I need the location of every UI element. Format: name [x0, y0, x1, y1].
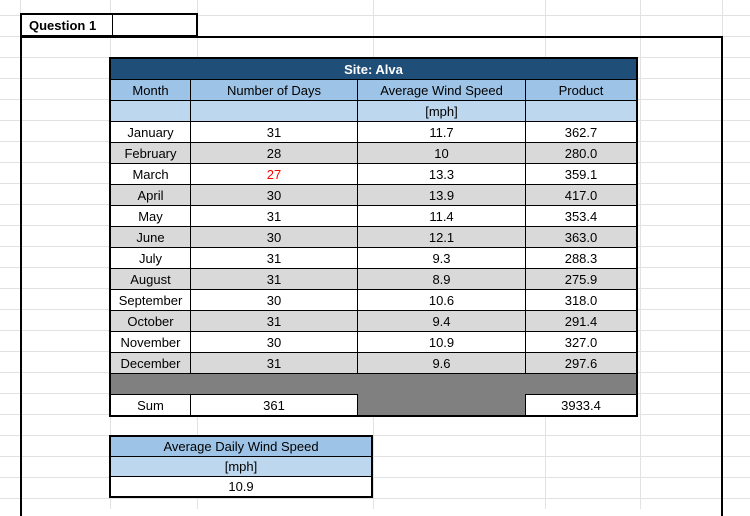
- cell-month[interactable]: July: [111, 248, 191, 269]
- question-label-box[interactable]: Question 1: [20, 13, 198, 37]
- cell-month[interactable]: May: [111, 206, 191, 227]
- cell-days[interactable]: 31: [191, 248, 358, 269]
- average-wind-speed-table: Average Daily Wind Speed [mph] 10.9: [109, 435, 373, 498]
- month-rows-body: January 31 11.7 362.7 February 28 10 280…: [111, 122, 636, 374]
- grid-vline: [640, 0, 641, 509]
- sum-product-cell[interactable]: 3933.4: [526, 394, 636, 415]
- month-data-row: May 31 11.4 353.4: [111, 206, 636, 227]
- spacer-row: [111, 374, 636, 394]
- cell-month[interactable]: November: [111, 332, 191, 353]
- cell-month[interactable]: September: [111, 290, 191, 311]
- cell-wind[interactable]: 9.3: [358, 248, 526, 269]
- month-data-row: June 30 12.1 363.0: [111, 227, 636, 248]
- column-header-row: Month Number of Days Average Wind Speed …: [111, 80, 636, 101]
- sum-days-cell[interactable]: 361: [191, 394, 358, 415]
- cell-wind[interactable]: 13.3: [358, 164, 526, 185]
- cell-month[interactable]: December: [111, 353, 191, 374]
- grid-vline: [722, 0, 723, 509]
- month-data-row: March 27 13.3 359.1: [111, 164, 636, 185]
- cell-month[interactable]: January: [111, 122, 191, 143]
- sum-row: Sum 361 3933.4: [111, 394, 636, 415]
- grid-vline: [20, 0, 21, 509]
- cell-days[interactable]: 30: [191, 185, 358, 206]
- cell-days[interactable]: 28: [191, 143, 358, 164]
- cell-days[interactable]: 31: [191, 122, 358, 143]
- cell-product[interactable]: 297.6: [526, 353, 636, 374]
- site-title-cell[interactable]: Site: Alva: [111, 59, 636, 80]
- units-cell-product[interactable]: [526, 101, 636, 122]
- column-header-product[interactable]: Product: [526, 80, 636, 101]
- site-table: Site: Alva Month Number of Days Average …: [109, 57, 638, 417]
- cell-product[interactable]: 280.0: [526, 143, 636, 164]
- month-data-row: July 31 9.3 288.3: [111, 248, 636, 269]
- cell-product[interactable]: 363.0: [526, 227, 636, 248]
- cell-product[interactable]: 288.3: [526, 248, 636, 269]
- column-header-wind[interactable]: Average Wind Speed: [358, 80, 526, 101]
- site-title-row: Site: Alva: [111, 59, 636, 80]
- cell-product[interactable]: 359.1: [526, 164, 636, 185]
- month-data-row: November 30 10.9 327.0: [111, 332, 636, 353]
- month-data-row: September 30 10.6 318.0: [111, 290, 636, 311]
- cell-days[interactable]: 27: [191, 164, 358, 185]
- cell-wind[interactable]: 12.1: [358, 227, 526, 248]
- sum-gray-cell: [358, 394, 526, 415]
- cell-month[interactable]: February: [111, 143, 191, 164]
- cell-wind[interactable]: 9.4: [358, 311, 526, 332]
- cell-product[interactable]: 291.4: [526, 311, 636, 332]
- average-units-cell[interactable]: [mph]: [111, 457, 371, 477]
- cell-wind[interactable]: 11.7: [358, 122, 526, 143]
- cell-product[interactable]: 318.0: [526, 290, 636, 311]
- cell-month[interactable]: August: [111, 269, 191, 290]
- sum-label-cell[interactable]: Sum: [111, 394, 191, 415]
- average-value-cell[interactable]: 10.9: [111, 477, 371, 496]
- cell-month[interactable]: October: [111, 311, 191, 332]
- cell-days[interactable]: 30: [191, 290, 358, 311]
- column-header-month[interactable]: Month: [111, 80, 191, 101]
- column-header-days[interactable]: Number of Days: [191, 80, 358, 101]
- cell-product[interactable]: 362.7: [526, 122, 636, 143]
- cell-wind[interactable]: 10.6: [358, 290, 526, 311]
- month-data-row: August 31 8.9 275.9: [111, 269, 636, 290]
- cell-wind[interactable]: 9.6: [358, 353, 526, 374]
- cell-product[interactable]: 417.0: [526, 185, 636, 206]
- units-row: [mph]: [111, 101, 636, 122]
- cell-days[interactable]: 31: [191, 353, 358, 374]
- units-cell-month[interactable]: [111, 101, 191, 122]
- cell-product[interactable]: 327.0: [526, 332, 636, 353]
- cell-product[interactable]: 353.4: [526, 206, 636, 227]
- month-data-row: December 31 9.6 297.6: [111, 353, 636, 374]
- question-label[interactable]: Question 1: [22, 15, 113, 35]
- cell-month[interactable]: April: [111, 185, 191, 206]
- cell-wind[interactable]: 10.9: [358, 332, 526, 353]
- month-data-row: January 31 11.7 362.7: [111, 122, 636, 143]
- units-cell-wind[interactable]: [mph]: [358, 101, 526, 122]
- average-title-row: Average Daily Wind Speed: [111, 437, 371, 457]
- average-value-row: 10.9: [111, 477, 371, 496]
- month-data-row: October 31 9.4 291.4: [111, 311, 636, 332]
- spacer-cell: [111, 374, 636, 394]
- cell-days[interactable]: 31: [191, 311, 358, 332]
- cell-days[interactable]: 30: [191, 227, 358, 248]
- average-title-cell[interactable]: Average Daily Wind Speed: [111, 437, 371, 457]
- cell-days[interactable]: 31: [191, 269, 358, 290]
- cell-wind[interactable]: 13.9: [358, 185, 526, 206]
- month-data-row: April 30 13.9 417.0: [111, 185, 636, 206]
- cell-product[interactable]: 275.9: [526, 269, 636, 290]
- cell-wind[interactable]: 11.4: [358, 206, 526, 227]
- average-units-row: [mph]: [111, 457, 371, 477]
- units-cell-days[interactable]: [191, 101, 358, 122]
- cell-wind[interactable]: 10: [358, 143, 526, 164]
- cell-wind[interactable]: 8.9: [358, 269, 526, 290]
- cell-month[interactable]: March: [111, 164, 191, 185]
- cell-days[interactable]: 31: [191, 206, 358, 227]
- cell-days[interactable]: 30: [191, 332, 358, 353]
- month-data-row: February 28 10 280.0: [111, 143, 636, 164]
- cell-month[interactable]: June: [111, 227, 191, 248]
